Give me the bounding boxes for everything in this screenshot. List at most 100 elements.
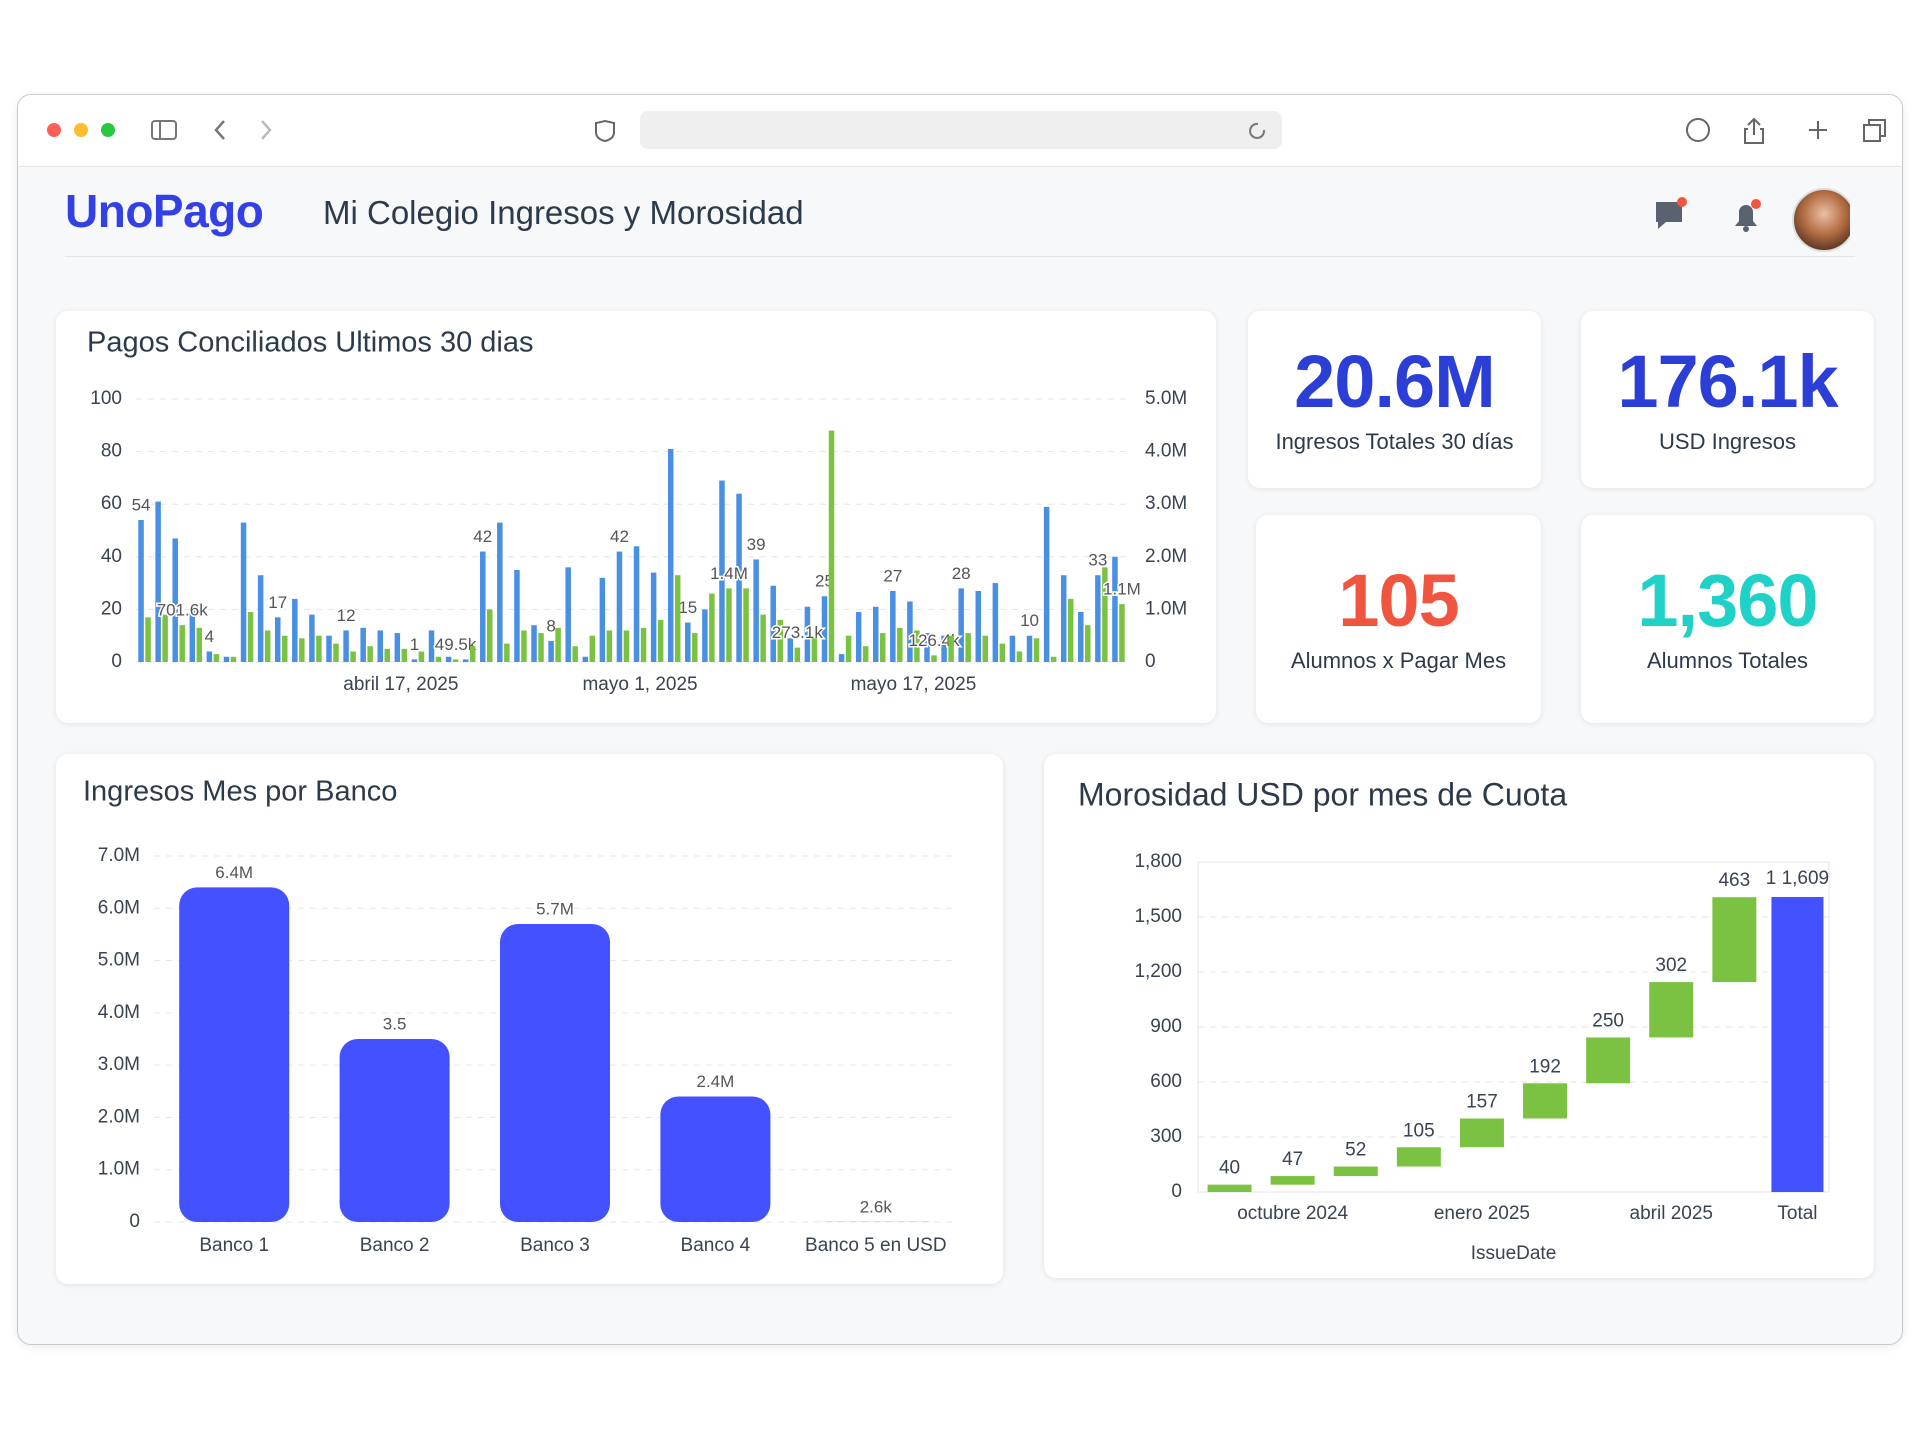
chat-button[interactable] [1656,197,1687,229]
bar [1067,598,1074,662]
y-tick-label: 2.0M [1145,546,1187,567]
chart-title: Pagos Conciliados Ultimos 30 dias [87,327,534,359]
share-button[interactable] [1744,117,1764,144]
y-tick-label: 0 [129,1211,140,1232]
bar [230,656,237,662]
address-bar[interactable] [640,111,1282,149]
bar [1050,656,1057,662]
bar [845,635,852,662]
bar [367,646,373,662]
data-label: 40 [1219,1158,1240,1179]
bar [435,656,442,662]
y-tick-label: 900 [1150,1016,1182,1037]
y-tick-label: 5.0M [98,950,140,971]
x-tick-label: Banco 5 en USD [805,1235,947,1256]
minimize-button[interactable] [74,123,88,137]
user-avatar[interactable] [1792,188,1850,252]
data-label: 1 [410,635,419,654]
bar [531,625,537,662]
data-label: 273.1k [772,623,824,642]
bar [394,633,401,662]
data-label: 54 [132,495,151,514]
close-button[interactable] [47,123,61,137]
bar [589,635,596,662]
chart-title: Morosidad USD por mes de Cuota [1078,776,1567,812]
browser-window: UnoPago Mi Colegio Ingresos y Morosidad … [17,94,1903,1345]
notifications-button[interactable] [1735,199,1761,232]
kpi-label: USD Ingresos [1659,428,1796,454]
bar [606,630,613,662]
bar [999,643,1006,662]
y-tick-label: 3.0M [1145,493,1187,514]
new-tab-button[interactable] [1809,121,1827,139]
x-tick-label: enero 2025 [1434,1203,1530,1224]
delinquency-card: Morosidad USD por mes de Cuota 0 300 600 900… [1044,754,1874,1278]
privacy-icon[interactable] [595,119,615,143]
bar [685,622,691,662]
bar [804,606,811,662]
x-tick-label: mayo 17, 2025 [851,674,977,695]
bar [838,654,845,662]
y-tick-label: 0 [1171,1181,1182,1202]
bar [623,630,630,662]
bar [692,633,698,662]
forward-button[interactable] [261,120,272,140]
bar [582,656,589,662]
bar [504,643,510,662]
data-label: 33 [1088,551,1107,570]
bar [377,630,383,662]
bar [274,617,281,662]
bar [223,656,230,662]
browser-toolbar [18,95,1902,167]
sidebar-button[interactable] [151,120,177,140]
waterfall-bar [1207,1184,1252,1192]
waterfall-bar [1270,1176,1315,1185]
bar [1112,556,1118,662]
y-tick-label: 600 [1150,1071,1182,1092]
bar [1009,635,1016,662]
bar [292,598,298,662]
bar [343,630,349,662]
bar [401,648,408,662]
data-label: 192 [1529,1056,1561,1077]
data-label: 463 [1718,870,1750,891]
app-header: UnoPago Mi Colegio Ingresos y Morosidad [65,166,1855,257]
bar [480,551,486,662]
zoom-button[interactable] [101,123,115,137]
reload-button[interactable] [1249,122,1266,139]
data-label: 8 [546,616,555,635]
y-tick-label: 60 [101,493,122,514]
y-tick-label: 0 [1145,651,1156,672]
y-tick-label: 1.0M [1145,598,1187,619]
bar [138,519,144,662]
y-tick-label: 3.0M [98,1054,140,1075]
bar [1102,567,1108,662]
x-axis-title: IssueDate [1471,1243,1557,1264]
kpi-label: Alumnos Totales [1646,648,1808,673]
y-tick-label: 6.0M [98,897,140,918]
y-tick-label: 1,200 [1134,961,1182,982]
y-tick-label: 100 [90,388,122,409]
logo[interactable]: UnoPago [65,185,264,237]
bar [907,601,913,662]
data-label: 42 [473,527,492,546]
bar [445,656,452,662]
bar [982,635,989,662]
downloads-button[interactable] [1686,118,1710,142]
bar [500,923,610,1222]
kpi-value: 1,360 [1637,559,1818,642]
x-tick-label: Banco 3 [520,1235,590,1256]
bar [992,583,999,662]
waterfall-bar [1396,1147,1441,1167]
bar [333,643,339,662]
bar [350,651,356,662]
waterfall-bar [1459,1118,1504,1148]
bar [736,493,742,662]
bar [719,480,725,662]
back-button[interactable] [214,120,225,140]
bar [941,635,947,662]
bar [514,569,520,662]
tabs-button[interactable] [1863,119,1886,142]
bar [828,430,835,662]
x-tick-label: Banco 4 [681,1235,751,1256]
